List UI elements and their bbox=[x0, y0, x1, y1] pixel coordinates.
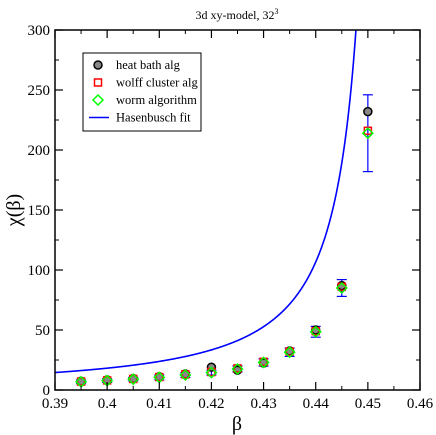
chart-title-superscript: 3 bbox=[275, 7, 279, 16]
data-point bbox=[283, 346, 296, 359]
data-point bbox=[335, 281, 348, 295]
data-point bbox=[309, 325, 322, 338]
y-tick-label: 250 bbox=[28, 83, 51, 99]
legend-label: heat bath alg bbox=[116, 58, 181, 72]
data-point bbox=[363, 106, 373, 117]
plot-area bbox=[55, 30, 374, 388]
legend-entry: worm algorithm bbox=[91, 93, 197, 107]
y-tick-label: 200 bbox=[28, 143, 51, 159]
data-point bbox=[231, 362, 244, 376]
legend-circle-swatch bbox=[93, 60, 103, 70]
y-tick-label: 300 bbox=[28, 23, 51, 39]
fit-line bbox=[55, 30, 357, 374]
data-point bbox=[76, 377, 86, 386]
chart-title: 3d xy-model, 323 bbox=[196, 7, 279, 22]
x-tick-label: 0.44 bbox=[303, 396, 330, 412]
legend-entry: wolff cluster alg bbox=[93, 76, 198, 90]
x-tick-label: 0.39 bbox=[42, 396, 68, 412]
legend: heat bath alg wolff cluster alg worm algor… bbox=[82, 52, 202, 132]
legend-entry: heat bath alg bbox=[93, 58, 181, 72]
x-axis-label: β bbox=[232, 413, 242, 435]
legend-diamond-swatch bbox=[91, 93, 105, 107]
legend-entry: Hasenbusch fit bbox=[89, 111, 191, 125]
legend-box bbox=[82, 52, 202, 132]
data-point bbox=[127, 373, 140, 386]
data-point bbox=[361, 127, 374, 140]
series-worm-algorithm bbox=[75, 127, 374, 388]
legend-label: Hasenbusch fit bbox=[116, 111, 191, 125]
data-point bbox=[205, 366, 218, 379]
data-point bbox=[257, 356, 270, 369]
x-tick-label: 0.4 bbox=[98, 396, 117, 412]
series-heat-bath-alg bbox=[76, 106, 373, 386]
y-tick-label: 100 bbox=[28, 263, 51, 279]
x-tick-label: 0.42 bbox=[198, 396, 224, 412]
chart-title-main: 3d xy-model, 32 bbox=[196, 8, 275, 22]
y-tick-label: 50 bbox=[35, 323, 50, 339]
axes: 0.39 0.4 0.41 0.42 0.43 0.44 0.45 0.46 0 50 100 150… bbox=[28, 23, 434, 412]
x-tick-label: 0.41 bbox=[146, 396, 172, 412]
y-tick-label: 150 bbox=[28, 203, 51, 219]
legend-label: wolff cluster alg bbox=[116, 76, 198, 90]
x-tick-label: 0.45 bbox=[355, 396, 381, 412]
data-point bbox=[155, 372, 164, 382]
x-tick-label: 0.46 bbox=[407, 396, 434, 412]
x-tick-label: 0.43 bbox=[250, 396, 276, 412]
y-tick-label: 0 bbox=[43, 383, 51, 399]
legend-label: worm algorithm bbox=[116, 93, 197, 107]
y-axis-label: χ(β) bbox=[3, 194, 25, 227]
data-point bbox=[179, 368, 192, 382]
data-point bbox=[128, 374, 138, 384]
legend-square-swatch bbox=[93, 78, 103, 87]
